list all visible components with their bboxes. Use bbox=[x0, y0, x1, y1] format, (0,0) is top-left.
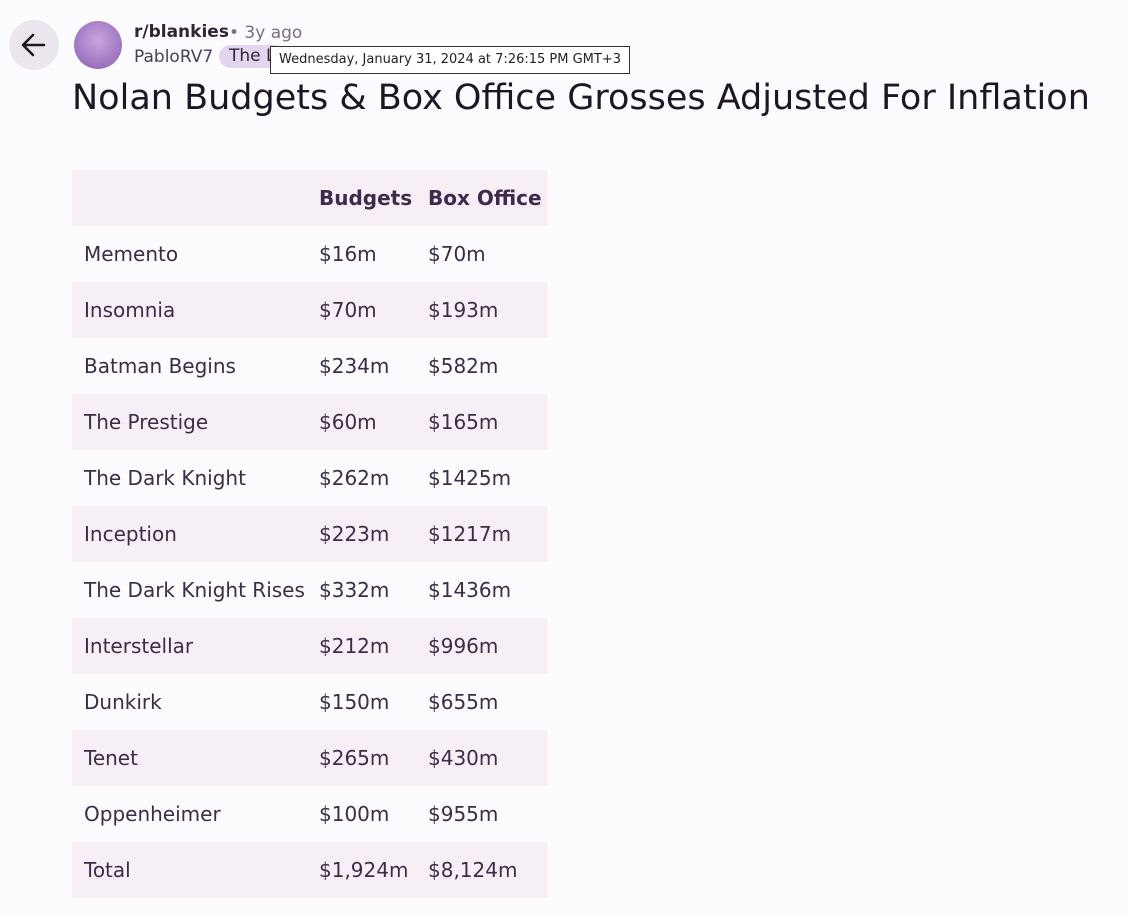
table-cell: $1436m bbox=[428, 578, 512, 602]
table-cell: $1217m bbox=[428, 522, 512, 546]
table-row: Dunkirk $150m $655m bbox=[72, 674, 547, 730]
post-title: Nolan Budgets & Box Office Grosses Adjus… bbox=[72, 78, 1090, 118]
table-cell: $60m bbox=[319, 410, 377, 434]
table-cell: $655m bbox=[428, 690, 499, 714]
table-cell: $996m bbox=[428, 634, 499, 658]
subreddit-link[interactable]: r/blankies bbox=[134, 22, 229, 42]
table-cell: Inception bbox=[84, 522, 177, 546]
table-row: Tenet $265m $430m bbox=[72, 730, 547, 786]
table-cell: Memento bbox=[84, 242, 179, 266]
table-cell: Insomnia bbox=[84, 298, 176, 322]
avatar[interactable] bbox=[74, 21, 122, 69]
table-cell: $332m bbox=[319, 578, 390, 602]
table-cell: $265m bbox=[319, 746, 390, 770]
table-cell: $100m bbox=[319, 802, 390, 826]
table-row: Interstellar $212m $996m bbox=[72, 618, 547, 674]
table-cell: $1,924m bbox=[319, 858, 409, 882]
header-row: Budgets Box Office bbox=[72, 170, 547, 226]
table-row: The Dark Knight $262m $1425m bbox=[72, 450, 547, 506]
table-cell: Interstellar bbox=[84, 634, 194, 658]
table-row: Memento $16m $70m bbox=[72, 226, 547, 282]
table-cell: $193m bbox=[428, 298, 499, 322]
table-row: The Prestige $60m $165m bbox=[72, 394, 547, 450]
table-cell: The Prestige bbox=[84, 410, 209, 434]
table-cell: $212m bbox=[319, 634, 390, 658]
table-row: Oppenheimer $100m $955m bbox=[72, 786, 547, 842]
table-row: Batman Begins $234m $582m bbox=[72, 338, 547, 394]
table-cell: $223m bbox=[319, 522, 390, 546]
table-cell: $16m bbox=[319, 242, 377, 266]
table-cell: $8,124m bbox=[428, 858, 518, 882]
flair: The L bbox=[219, 45, 286, 68]
table-cell: $955m bbox=[428, 802, 499, 826]
header-cell: Box Office bbox=[428, 186, 542, 210]
table-cell: $165m bbox=[428, 410, 499, 434]
table-cell: Batman Begins bbox=[84, 354, 236, 378]
back-button[interactable] bbox=[9, 20, 59, 70]
table-row: Total $1,924m $8,124m bbox=[72, 842, 547, 898]
table-cell: $70m bbox=[428, 242, 486, 266]
table-cell: $582m bbox=[428, 354, 499, 378]
table-cell: Total bbox=[84, 858, 131, 882]
table-cell: The Dark Knight Rises bbox=[84, 578, 305, 602]
table-cell: $1425m bbox=[428, 466, 512, 490]
username[interactable]: PabloRV7 bbox=[134, 47, 214, 67]
back-icon bbox=[21, 33, 46, 57]
post-age: • 3y ago bbox=[229, 23, 303, 43]
table-row: Inception $223m $1217m bbox=[72, 506, 547, 562]
table-cell: $262m bbox=[319, 466, 390, 490]
data-table: Budgets Box Office Memento $16m $70m Insomni… bbox=[72, 170, 547, 898]
tooltip: Wednesday, January 31, 2024 at 7:26:15 P… bbox=[270, 46, 630, 74]
table-cell: Oppenheimer bbox=[84, 802, 221, 826]
table-cell: $70m bbox=[319, 298, 377, 322]
table-row: The Dark Knight Rises $332m $1436m bbox=[72, 562, 547, 618]
table-cell: $234m bbox=[319, 354, 390, 378]
table-cell: The Dark Knight bbox=[84, 466, 246, 490]
header-cell: Budgets bbox=[319, 186, 413, 210]
table-cell: $150m bbox=[319, 690, 390, 714]
header-cell bbox=[72, 170, 307, 226]
table-cell: Tenet bbox=[84, 746, 138, 770]
table-row: Insomnia $70m $193m bbox=[72, 282, 547, 338]
table-cell: Dunkirk bbox=[84, 690, 162, 714]
table-cell: $430m bbox=[428, 746, 499, 770]
